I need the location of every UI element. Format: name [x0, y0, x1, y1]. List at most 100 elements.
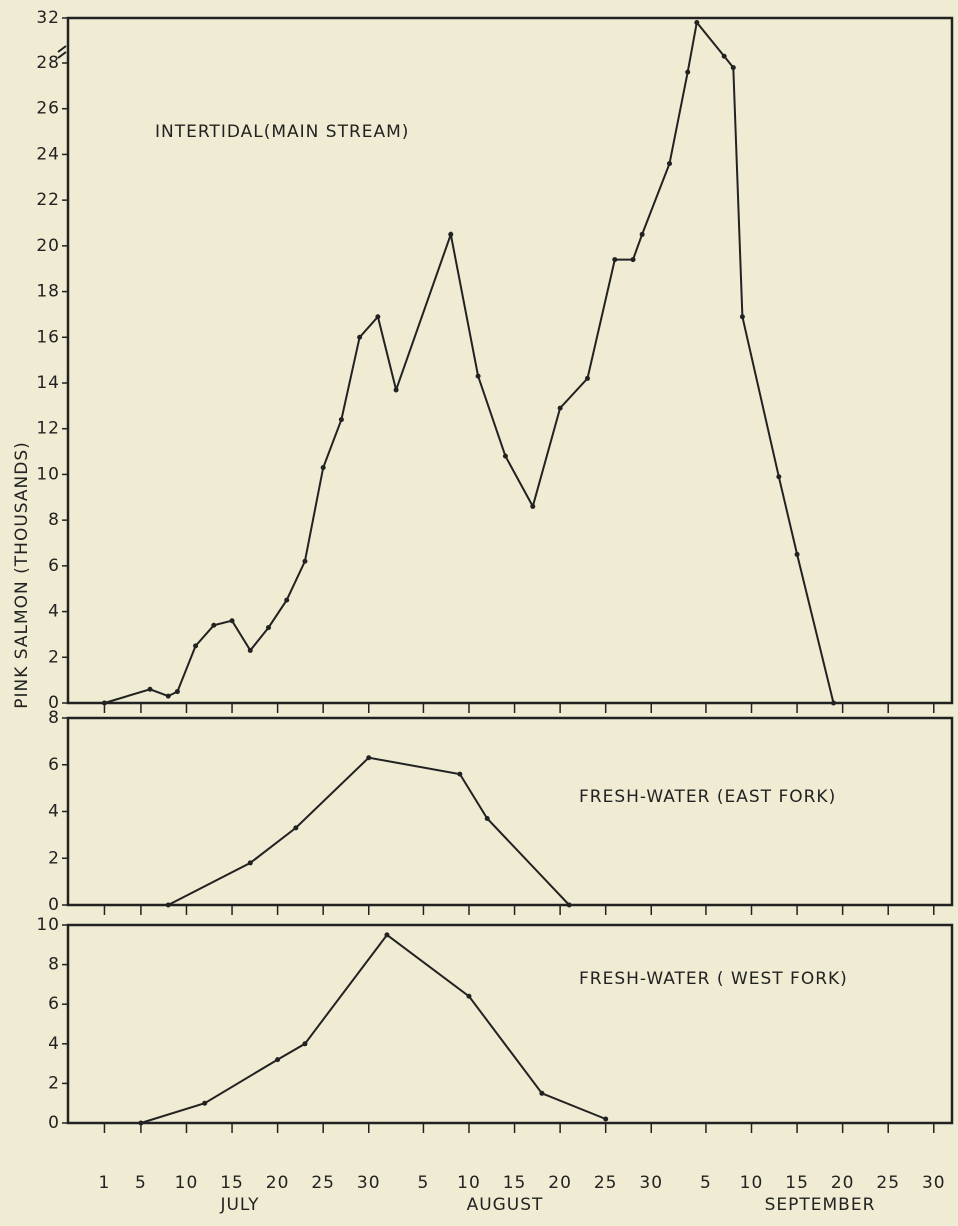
- data-point: [831, 700, 837, 706]
- data-point: [302, 1041, 308, 1047]
- data-line: [104, 20, 835, 704]
- data-point: [211, 622, 217, 628]
- x-tick-label: 25: [876, 1173, 900, 1193]
- data-point: [448, 231, 454, 237]
- data-point: [630, 257, 636, 263]
- data-point: [174, 689, 180, 695]
- x-tick-label: 10: [175, 1173, 199, 1193]
- y-tick-label: 6: [48, 556, 60, 576]
- plot-frame: [66, 923, 954, 1125]
- data-point: [165, 902, 171, 908]
- y-tick-label: 2: [48, 1073, 60, 1093]
- axis-break: [57, 45, 67, 59]
- data-point: [639, 231, 645, 237]
- x-tick-label: 25: [311, 1173, 335, 1193]
- data-point: [302, 558, 308, 564]
- y-tick-label: 4: [48, 1034, 60, 1054]
- data-point: [502, 453, 508, 459]
- y-tick-label: 8: [48, 955, 60, 975]
- y-tick-label: 6: [48, 755, 60, 775]
- data-point: [457, 771, 463, 777]
- y-tick-label: 4: [48, 802, 60, 822]
- y-tick-label: 14: [36, 373, 60, 393]
- y-tick-label: 12: [36, 419, 60, 439]
- y-tick-label: 26: [36, 99, 60, 119]
- y-tick-label: 20: [36, 236, 60, 256]
- x-tick-label: 15: [220, 1173, 244, 1193]
- data-point: [794, 551, 800, 557]
- data-point: [284, 597, 290, 603]
- data-point: [275, 1057, 281, 1063]
- y-tick-label: 4: [48, 602, 60, 622]
- data-point: [557, 405, 563, 411]
- data-point: [293, 825, 299, 831]
- x-tick-label: 15: [785, 1173, 809, 1193]
- y-tick-label: 2: [48, 647, 60, 667]
- y-tick-label: 8: [48, 510, 60, 530]
- data-point: [375, 314, 381, 320]
- y-axis-label: PINK SALMON (THOUSANDS): [12, 441, 32, 709]
- data-point: [247, 647, 253, 653]
- x-tick-label: 5: [700, 1173, 712, 1193]
- data-point: [666, 161, 672, 167]
- y-tick-label: 10: [36, 915, 60, 935]
- x-tick-label: 5: [135, 1173, 147, 1193]
- y-tick-label: 24: [36, 144, 60, 164]
- data-point: [202, 1100, 208, 1106]
- data-point: [101, 700, 107, 706]
- data-point: [721, 53, 727, 59]
- data-point: [247, 860, 253, 866]
- data-point: [584, 375, 590, 381]
- data-point: [612, 257, 618, 263]
- data-point: [484, 816, 490, 822]
- data-point: [366, 755, 372, 761]
- y-tick-label: 6: [48, 994, 60, 1014]
- data-point: [730, 65, 736, 71]
- x-tick-label: 5: [418, 1173, 430, 1193]
- data-point: [739, 314, 745, 320]
- data-point: [539, 1090, 545, 1096]
- data-line: [140, 933, 607, 1124]
- data-point: [165, 693, 171, 699]
- y-tick-label: 0: [48, 895, 60, 915]
- month-label: SEPTEMBER: [765, 1195, 876, 1215]
- panel-label: INTERTIDAL(MAIN STREAM): [155, 122, 409, 142]
- x-tick-label: 30: [922, 1173, 946, 1193]
- y-tick-label: 22: [36, 190, 60, 210]
- x-tick-label: 20: [831, 1173, 855, 1193]
- data-point: [603, 1116, 609, 1122]
- x-tick-label: 30: [639, 1173, 663, 1193]
- data-point: [357, 334, 363, 340]
- data-point: [776, 474, 782, 480]
- data-point: [320, 465, 326, 471]
- y-tick-label: 0: [48, 693, 60, 713]
- data-point: [466, 993, 472, 999]
- y-tick-label: 10: [36, 464, 60, 484]
- x-tick-label: 20: [266, 1173, 290, 1193]
- data-point: [685, 69, 691, 75]
- x-tick-label: 25: [594, 1173, 618, 1193]
- month-label: AUGUST: [467, 1195, 544, 1215]
- data-point: [229, 618, 235, 624]
- data-point: [384, 932, 390, 938]
- x-tick-label: 1: [99, 1173, 111, 1193]
- y-tick-label: 28: [36, 53, 60, 73]
- x-tick-label: 15: [503, 1173, 527, 1193]
- data-point: [393, 387, 399, 393]
- x-tick-label: 10: [457, 1173, 481, 1193]
- y-tick-label: 0: [48, 1113, 60, 1133]
- panel-label: FRESH-WATER (EAST FORK): [579, 787, 836, 807]
- data-point: [475, 373, 481, 379]
- data-point: [694, 20, 700, 25]
- data-point: [193, 643, 199, 649]
- month-label: JULY: [219, 1195, 259, 1215]
- data-point: [138, 1120, 144, 1126]
- y-tick-label: 16: [36, 327, 60, 347]
- data-point: [265, 625, 271, 631]
- y-tick-label: 2: [48, 848, 60, 868]
- x-tick-label: 30: [357, 1173, 381, 1193]
- x-tick-label: 10: [740, 1173, 764, 1193]
- data-point: [530, 503, 536, 509]
